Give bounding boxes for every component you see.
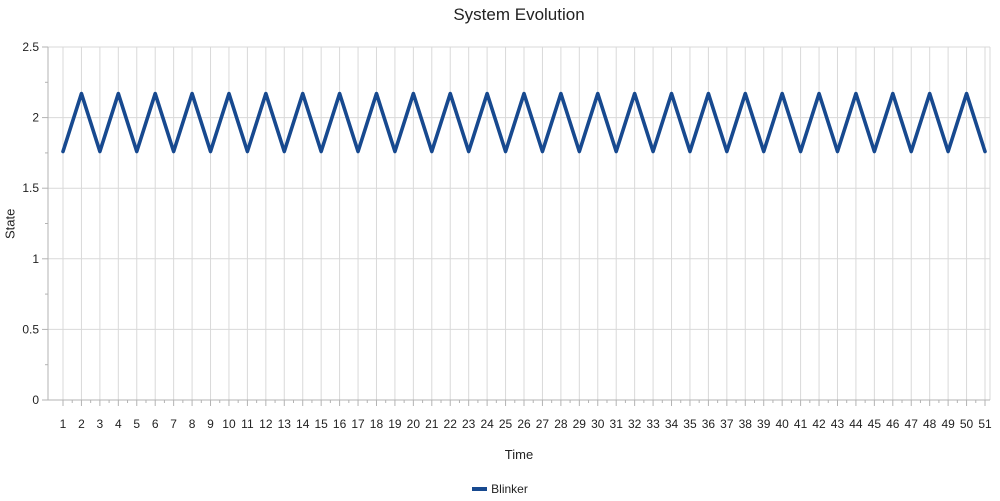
svg-text:14: 14 [296,417,310,431]
svg-text:7: 7 [170,417,177,431]
svg-text:19: 19 [388,417,402,431]
svg-text:1: 1 [60,417,67,431]
svg-text:13: 13 [278,417,292,431]
svg-text:32: 32 [628,417,642,431]
svg-text:43: 43 [831,417,845,431]
svg-text:27: 27 [536,417,550,431]
gridlines [48,46,991,400]
svg-text:0: 0 [32,393,39,407]
svg-text:45: 45 [868,417,882,431]
svg-text:31: 31 [610,417,624,431]
svg-text:20: 20 [407,417,421,431]
svg-text:11: 11 [241,417,254,431]
svg-text:21: 21 [425,417,439,431]
svg-text:18: 18 [370,417,384,431]
svg-text:29: 29 [573,417,587,431]
svg-text:25: 25 [499,417,513,431]
svg-text:2.5: 2.5 [22,40,39,54]
chart-title: System Evolution [453,5,585,24]
svg-text:47: 47 [905,417,919,431]
svg-text:34: 34 [665,417,679,431]
data-series-line [61,91,987,154]
svg-text:26: 26 [517,417,531,431]
svg-text:16: 16 [333,417,347,431]
svg-text:1.5: 1.5 [22,181,39,195]
svg-text:49: 49 [941,417,955,431]
svg-text:40: 40 [775,417,789,431]
svg-text:9: 9 [207,417,214,431]
svg-text:42: 42 [812,417,826,431]
svg-text:28: 28 [554,417,568,431]
svg-text:12: 12 [259,417,273,431]
svg-text:2: 2 [32,111,39,125]
svg-text:51: 51 [978,417,992,431]
x-axis-title: Time [504,447,534,462]
svg-text:41: 41 [794,417,808,431]
svg-text:23: 23 [462,417,476,431]
svg-text:22: 22 [444,417,458,431]
legend-line-marker-icon [472,487,488,491]
svg-text:24: 24 [480,417,494,431]
svg-text:33: 33 [646,417,660,431]
svg-text:46: 46 [886,417,900,431]
legend-series-label: Blinker [491,482,528,496]
svg-text:48: 48 [923,417,937,431]
svg-text:37: 37 [720,417,734,431]
svg-text:1: 1 [32,252,39,266]
svg-text:36: 36 [702,417,716,431]
axis-ticks [42,46,986,406]
svg-text:2: 2 [78,417,85,431]
svg-text:0.5: 0.5 [22,322,39,336]
y-tick-labels: 0 0.5 1 1.5 2 2.5 [22,40,39,407]
x-tick-labels: 1 2 3 4 5 6 7 8 9 10 11 12 13 14 15 16 17 18 19 20 21 22 23 24 2… [60,417,992,431]
svg-text:39: 39 [757,417,771,431]
svg-text:6: 6 [152,417,159,431]
svg-text:50: 50 [960,417,974,431]
svg-text:44: 44 [849,417,863,431]
svg-text:38: 38 [739,417,753,431]
svg-text:30: 30 [591,417,605,431]
svg-text:3: 3 [97,417,104,431]
svg-text:5: 5 [133,417,140,431]
legend: Blinker [0,482,1000,496]
svg-text:10: 10 [222,417,236,431]
svg-text:17: 17 [351,417,365,431]
svg-text:35: 35 [683,417,697,431]
svg-text:8: 8 [189,417,196,431]
svg-text:15: 15 [314,417,328,431]
svg-text:4: 4 [115,417,122,431]
